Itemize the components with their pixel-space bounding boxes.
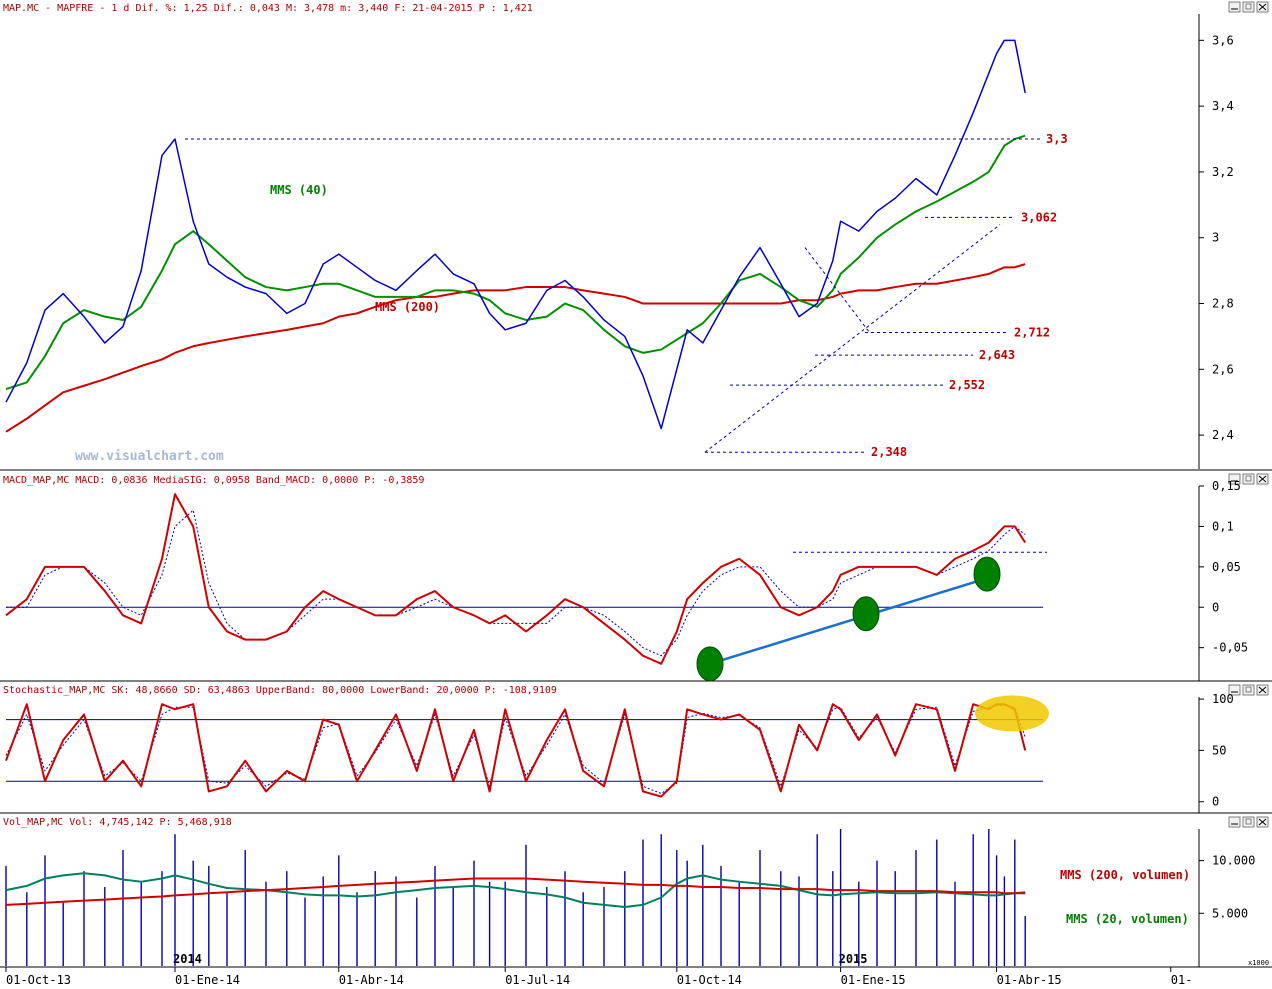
macd-signal-circle [696, 646, 724, 682]
x-tick-label: 01-Oct-13 [6, 973, 71, 987]
price-ytick-label: 3 [1212, 231, 1219, 245]
macd-ytick-label: 0,05 [1212, 560, 1241, 574]
x-tick-label: 01-Jul-14 [505, 973, 570, 987]
macd-window-controls[interactable] [1228, 473, 1269, 485]
year-label: 2015 [839, 952, 868, 966]
macd-ytick-label: 0 [1212, 600, 1219, 614]
stochastic-window-controls[interactable] [1228, 684, 1269, 696]
year-label: 2014 [173, 952, 202, 966]
volume-panel-header: Vol_MAP,MC Vol: 4,745,142 P: 5,468,918 [3, 817, 232, 828]
x-tick-label: 01-Abr-14 [339, 973, 404, 987]
price-level-label: 2,552 [949, 378, 985, 392]
price-level-label: 2,643 [979, 348, 1015, 362]
y-axis-ticks: 3,6 3,4 3,2 3 2,8 2,6 2,4 0,15 0,1 0,05 0 -0,05 100 5… [1199, 33, 1255, 920]
stochastic-ytick-label: 0 [1212, 795, 1219, 809]
ma200-label: MMS (200) [375, 300, 440, 314]
price-ytick-label: 2,8 [1212, 297, 1234, 311]
price-level-label: 2,712 [1014, 325, 1050, 339]
stochastic-ytick-label: 50 [1212, 743, 1226, 757]
x-tick-label: 01- [1171, 973, 1193, 987]
price-level-label: 3,062 [1021, 210, 1057, 224]
volume-ytick-label: 10.000 [1212, 854, 1255, 868]
price-ma200-line [5, 263, 1026, 433]
vol-ma20-line [5, 872, 1026, 908]
ma40-label: MMS (40) [270, 183, 328, 197]
x-tick-label: 01-Ene-15 [841, 973, 906, 987]
price-ytick-label: 2,4 [1212, 428, 1234, 442]
volume-unit: x1000 [1248, 959, 1269, 967]
vol-ma200-label: MMS (200, volumen) [1060, 868, 1190, 882]
x-tick-label: 01-Ene-14 [175, 973, 240, 987]
price-ytick-label: 3,4 [1212, 99, 1234, 113]
stochastic-ytick-label: 100 [1212, 692, 1234, 706]
price-level-label: 2,348 [871, 445, 907, 459]
price-levels: 3,3 3,062 2,712 2,643 2,552 2,348 [185, 132, 1068, 459]
price-panel-header: MAP.MC - MAPFRE - 1 d Dif. %: 1,25 Dif.:… [3, 3, 533, 14]
vol-ma200-line [5, 877, 1026, 906]
stochastic-panel-header: Stochastic_MAP,MC SK: 48,8660 SD: 63,486… [3, 685, 557, 696]
macd-trendline [709, 576, 991, 666]
stoch-overbought-highlight [975, 695, 1049, 732]
macd-panel-header: MACD_MAP,MC MACD: 0,0836 MediaSIG: 0,095… [3, 475, 424, 486]
macd-signal-circle [852, 596, 880, 632]
price-window-controls[interactable] [1228, 1, 1269, 13]
volume-bars [5, 829, 1026, 966]
price-level-label: 3,3 [1046, 132, 1068, 146]
volume-window-controls[interactable] [1228, 816, 1269, 828]
macd-ytick-label: 0,1 [1212, 519, 1234, 533]
macd-signal-circle [973, 556, 1001, 592]
price-line [5, 39, 1026, 430]
x-tick-label: 01-Oct-14 [677, 973, 742, 987]
price-ytick-label: 3,2 [1212, 165, 1234, 179]
vol-ma20-label: MMS (20, volumen) [1066, 912, 1189, 926]
macd-line [5, 493, 1027, 665]
annotations [696, 224, 1049, 732]
volume-ytick-label: 5.000 [1212, 906, 1248, 920]
price-ma40-line [5, 134, 1026, 390]
price-ytick-label: 2,6 [1212, 362, 1234, 376]
series-lines [5, 39, 1043, 908]
price-support-trendline [704, 224, 1001, 453]
macd-ytick-label: -0,05 [1212, 641, 1248, 655]
macd-signal-line [6, 509, 1026, 657]
price-ytick-label: 3,6 [1212, 33, 1234, 47]
x-axis: 01-Oct-13 01-Ene-14 01-Abr-14 01-Jul-14 01-O… [0, 952, 1199, 987]
x-tick-label: 01-Abr-15 [997, 973, 1062, 987]
macd-ytick-label: 0,15 [1212, 479, 1241, 493]
stoch-sk-line [5, 703, 1027, 798]
watermark: www.visualchart.com [75, 449, 224, 464]
